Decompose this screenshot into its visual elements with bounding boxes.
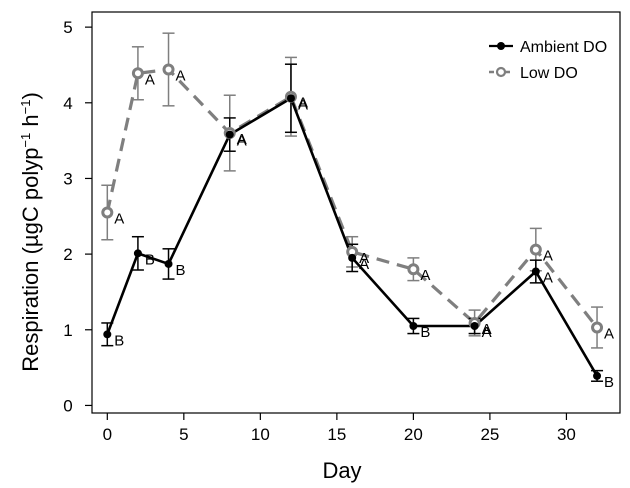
legend-item-low-do: Low DO [489, 65, 578, 82]
axis-ticks: 0 5 10 15 20 25 30 0 1 2 3 4 5 [63, 18, 576, 444]
low-do-line [105, 67, 599, 329]
low-do-point [131, 67, 144, 80]
ambient-do-significance-letter: A [482, 324, 492, 341]
y-tick-label: 4 [63, 94, 72, 113]
ambient-do-significance-letter: B [114, 332, 124, 349]
ambient-do-point [225, 130, 234, 139]
low-do-significance-letter: A [543, 248, 553, 265]
ambient-do-point [531, 267, 540, 276]
legend-item-ambient-do: Ambient DO [489, 39, 607, 56]
ambient-do-significance-letter: B [145, 251, 155, 268]
y-tick-label: 1 [63, 321, 72, 340]
y-tick-label: 3 [63, 169, 72, 188]
y-axis-title: Respiration (µgC polyp−1 h−1) [18, 92, 43, 372]
plot-border [91, 11, 621, 414]
legend: Ambient DO Low DO [489, 39, 607, 82]
ambient-do-significance-letter: B [420, 324, 430, 341]
y-tick-label: 5 [63, 18, 72, 37]
ambient-do-point [286, 94, 295, 103]
low-do-significance-letter: A [114, 211, 124, 228]
ambient-do-significance-letter: A [298, 96, 308, 113]
low-do-significance-letter: A [420, 267, 430, 284]
low-do-point [162, 63, 175, 76]
legend-label: Low DO [520, 65, 578, 82]
legend-swatch-marker [495, 66, 507, 78]
ambient-do-point [470, 321, 479, 330]
x-tick-label: 20 [404, 425, 423, 444]
low-do-point [529, 243, 542, 256]
low-do-significance-letter: A [604, 326, 614, 343]
ambient-do-point [409, 321, 418, 330]
ambient-do-significance-letter: B [604, 374, 614, 391]
low-do-significance-letter: A [145, 71, 155, 88]
ambient-do-significance-letter: B [176, 262, 186, 279]
ambient-do-point [164, 259, 173, 268]
data-points [101, 63, 604, 380]
ambient-do-significance-letter: A [543, 270, 553, 287]
x-axis-title: Day [322, 458, 361, 483]
ambient-do-line [106, 96, 599, 377]
ambient-do-point [103, 330, 112, 339]
low-do-significance-letter: A [298, 95, 308, 112]
low-do-significance-letter: A [482, 321, 492, 338]
x-tick-label: 5 [179, 425, 188, 444]
ambient-do-significance-letter: A [359, 256, 369, 273]
low-do-point [591, 321, 604, 334]
low-do-point [101, 206, 114, 219]
ambient-do-significance-letter: A [237, 133, 247, 150]
low-do-significance-letter: A [237, 131, 247, 148]
legend-label: Ambient DO [520, 39, 607, 56]
y-tick-label: 0 [63, 396, 72, 415]
x-tick-label: 25 [480, 425, 499, 444]
low-do-significance-letter: A [359, 250, 369, 267]
y-tick-label: 2 [63, 245, 72, 264]
plot-frame [91, 11, 621, 414]
ambient-do-point [348, 253, 357, 262]
low-do-significance-letter: A [176, 68, 186, 85]
ambient-do-point [593, 371, 602, 380]
x-tick-label: 0 [103, 425, 112, 444]
legend-swatch-marker [497, 42, 505, 50]
error-bars [101, 32, 604, 382]
ambient-do-point [133, 249, 142, 258]
x-tick-label: 30 [557, 425, 576, 444]
x-tick-label: 15 [327, 425, 346, 444]
series-lines [105, 67, 599, 377]
x-tick-label: 10 [251, 425, 270, 444]
low-do-point [407, 263, 420, 276]
